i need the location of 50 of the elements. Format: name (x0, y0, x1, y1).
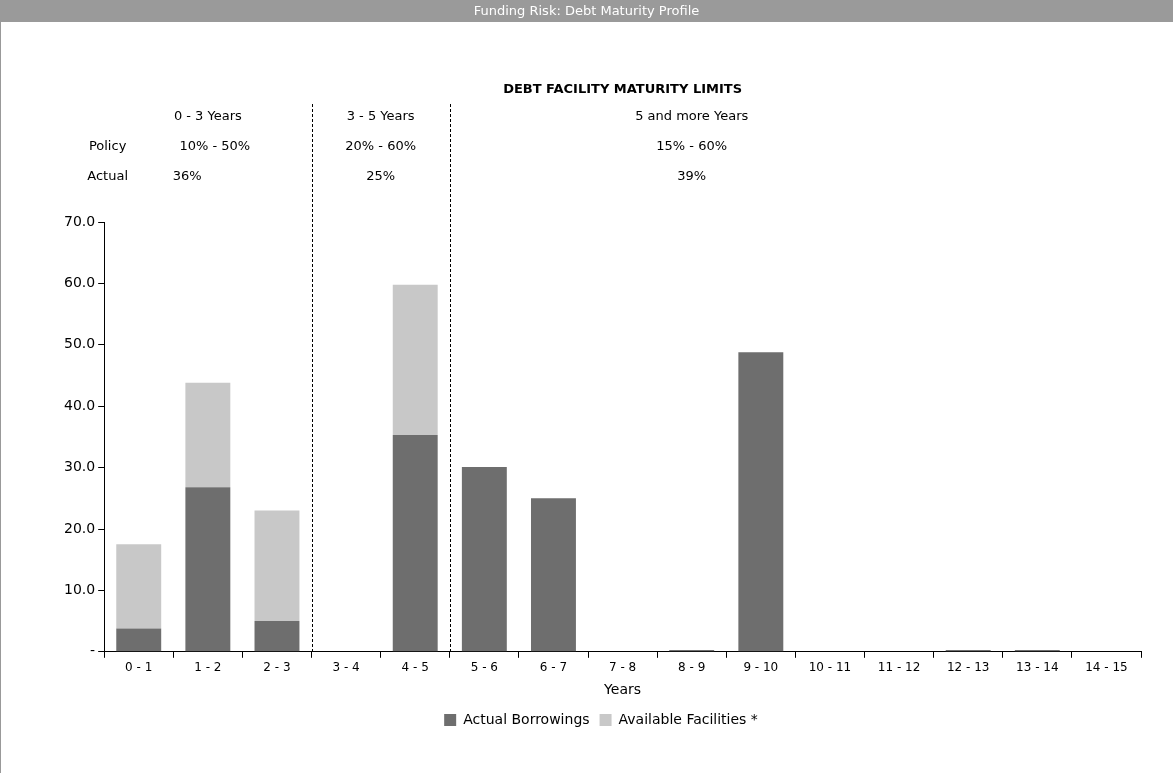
bar (392, 284, 438, 436)
y-tick-label: - (90, 642, 96, 659)
x-tick-label: 13 - 14 (1016, 660, 1059, 675)
text: 10% - 50% (179, 138, 251, 154)
x-tick-label: 12 - 13 (946, 660, 990, 675)
y-tick-label: 20.0 (64, 519, 96, 536)
bar (461, 466, 507, 652)
bar (738, 352, 784, 652)
y-tick-label: 60.0 (64, 274, 96, 291)
bar (116, 544, 162, 629)
y-tick-label: 40.0 (64, 396, 96, 413)
bar (392, 435, 438, 652)
x-axis-title: Years (603, 681, 642, 698)
text: 39% (677, 168, 707, 184)
text: Policy (88, 138, 127, 154)
x-tick-label: 9 - 10 (743, 660, 779, 675)
y-tick-label: 70.0 (64, 212, 96, 229)
text: 15% - 60% (656, 138, 728, 154)
bar (254, 510, 300, 622)
text: 5 and more Years (635, 108, 749, 124)
x-tick-label: 5 - 6 (470, 660, 498, 675)
x-tick-label: 8 - 9 (678, 660, 706, 675)
bar (531, 498, 576, 652)
x-tick-label: 7 - 8 (608, 660, 637, 675)
legend-label: Available Facilities * (618, 710, 758, 727)
text: Actual (87, 168, 128, 184)
bar (254, 621, 300, 652)
x-tick-label: 4 - 5 (401, 660, 429, 675)
y-tick-label: 50.0 (64, 335, 96, 352)
text: 3 - 5 Years (346, 108, 415, 124)
y-tick-label: 30.0 (64, 458, 96, 475)
bar (116, 628, 162, 652)
text: 36% (172, 168, 202, 184)
chart-subtitle: DEBT FACILITY MATURITY LIMITS (503, 81, 743, 97)
text: 25% (366, 168, 396, 184)
text: 20% - 60% (345, 138, 417, 154)
chart-title: Funding Risk: Debt Maturity Profile (0, 0, 1173, 22)
bar (185, 382, 231, 488)
bar (185, 487, 231, 652)
x-tick-label: 0 - 1 (125, 660, 153, 675)
x-tick-label: 10 - 11 (808, 660, 852, 675)
x-tick-label: 11 - 12 (877, 660, 921, 675)
x-tick-label: 6 - 7 (539, 660, 568, 675)
y-tick-label: 10.0 (64, 581, 96, 598)
x-tick-label: 1 - 2 (194, 660, 222, 675)
text: 0 - 3 Years (173, 108, 243, 124)
x-tick-label: 3 - 4 (332, 660, 360, 675)
x-tick-label: 2 - 3 (263, 660, 291, 675)
x-tick-label: 14 - 15 (1085, 660, 1128, 675)
legend-label: Actual Borrowings (463, 710, 590, 727)
